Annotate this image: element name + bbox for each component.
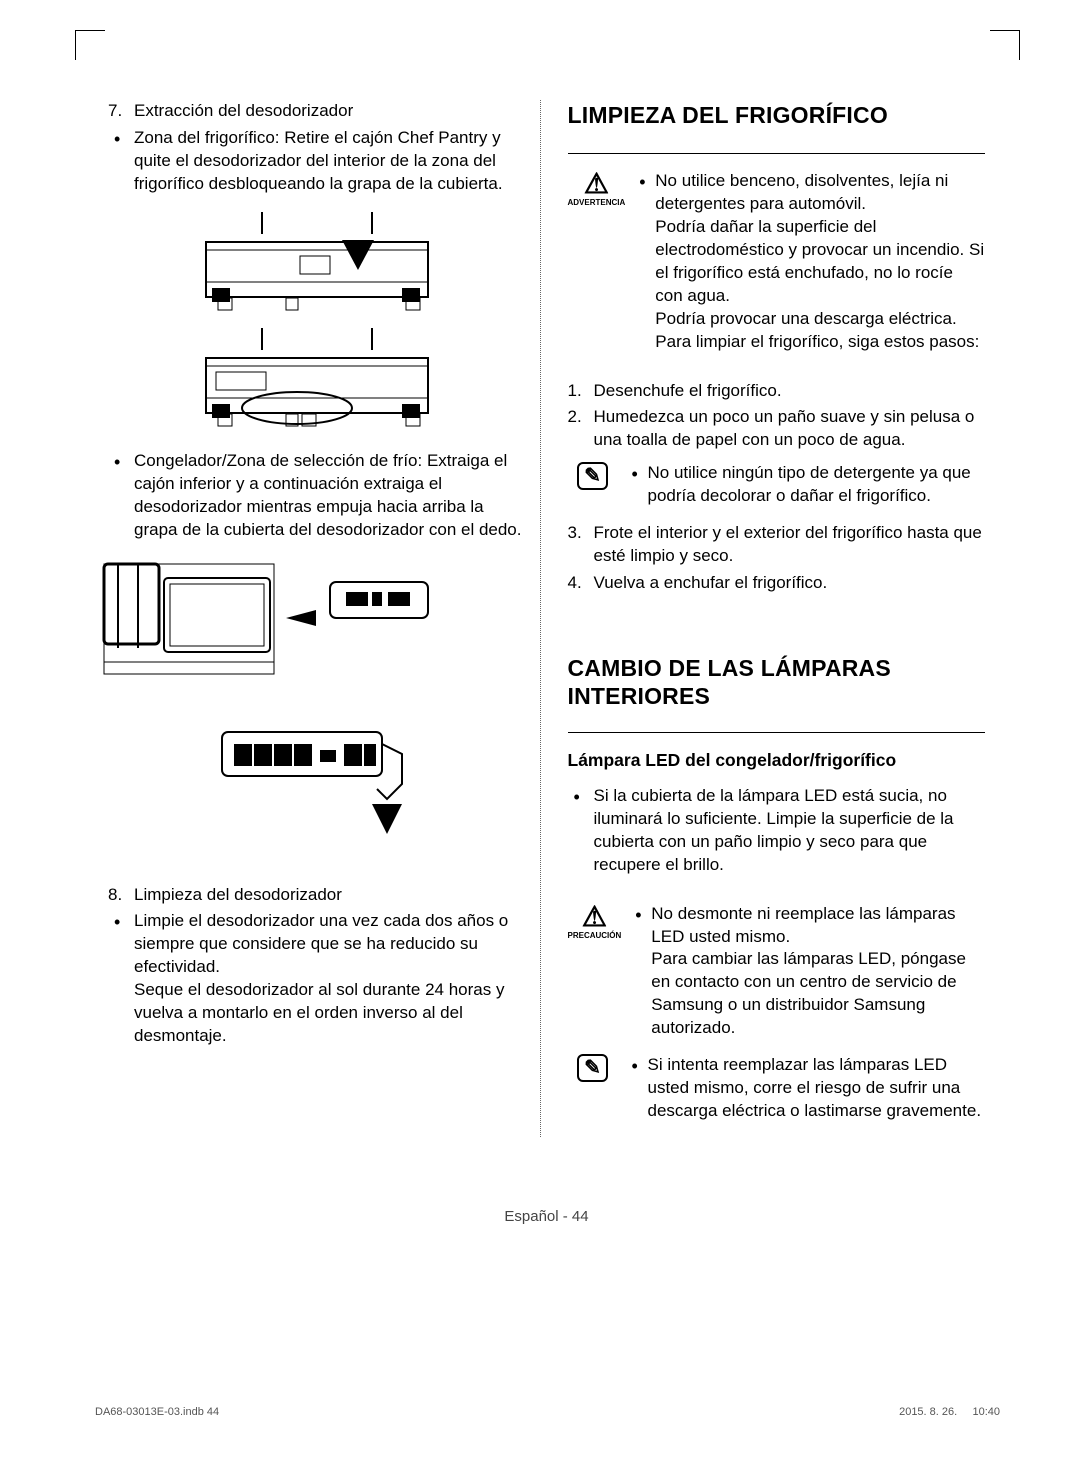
step8: 8. Limpieza del desodorizador <box>108 884 526 907</box>
lamps-title: CAMBIO DE LAS LÁMPARAS INTERIORES <box>568 655 986 716</box>
step7-bullet2: Congelador/Zona de selección de frío: Ex… <box>108 450 526 542</box>
lamps-subtitle: Lámpara LED del congelador/frigorífico <box>568 749 986 773</box>
info-note-2-text: Si intenta reemplazar las lámparas LED u… <box>628 1054 986 1123</box>
print-file: DA68-03013E-03.indb 44 <box>95 1405 219 1420</box>
step7-bullets-2: Congelador/Zona de selección de frío: Ex… <box>108 450 526 542</box>
warning-icon: ⚠ ADVERTENCIA <box>568 170 626 358</box>
info-note-1: ✎ No utilice ningún tipo de detergente y… <box>568 462 986 512</box>
warning-note: ⚠ ADVERTENCIA No utilice benceno, disolv… <box>568 170 986 358</box>
cleaning-steps-2: 3.Frote el interior y el exterior del fr… <box>568 522 986 595</box>
step8-title: Limpieza del desodorizador <box>134 885 342 904</box>
right-column: LIMPIEZA DEL FRIGORÍFICO ⚠ ADVERTENCIA N… <box>554 100 986 1137</box>
lamps-bullets: Si la cubierta de la lámpara LED está su… <box>568 785 986 877</box>
clean-step-3: Frote el interior y el exterior del frig… <box>594 523 982 565</box>
clean-step-4: Vuelva a enchufar el frigorífico. <box>594 573 828 592</box>
column-divider <box>540 100 541 1137</box>
left-column: 7. Extracción del desodorizador Zona del… <box>108 100 544 1137</box>
clean-step-1: Desenchufe el frigorífico. <box>594 381 782 400</box>
info-note-1-text: No utilice ningún tipo de detergente ya … <box>628 462 986 508</box>
caution-icon: ⚠ PRECAUCIÓN <box>568 903 622 1045</box>
cleaning-title: LIMPIEZA DEL FRIGORÍFICO <box>568 100 986 137</box>
warning-text: No utilice benceno, disolventes, lejía n… <box>635 170 985 354</box>
diagram-freezer-zone <box>100 558 440 688</box>
page-columns: 7. Extracción del desodorizador Zona del… <box>108 100 985 1137</box>
diagram-fridge-zone-bottom <box>202 328 432 428</box>
diagram-fridge-zone-top <box>202 212 432 312</box>
info-icon: ✎ <box>568 1054 618 1127</box>
step8-bullets: Limpie el desodorizador una vez cada dos… <box>108 910 526 1048</box>
lamps-bullet-1: Si la cubierta de la lámpara LED está su… <box>568 785 986 877</box>
cleaning-steps: 1.Desenchufe el frigorífico. 2.Humedezca… <box>568 380 986 453</box>
print-date: 2015. 8. 26. <box>899 1406 957 1418</box>
page-footer: Español - 44 <box>108 1207 985 1227</box>
crop-mark <box>75 30 105 60</box>
step8-number: 8. <box>108 884 122 907</box>
print-footer: DA68-03013E-03.indb 44 2015. 8. 26. 10:4… <box>95 1405 1000 1420</box>
caution-note: ⚠ PRECAUCIÓN No desmonte ni reemplace la… <box>568 903 986 1045</box>
step7-bullets: Zona del frigorífico: Retire el cajón Ch… <box>108 127 526 196</box>
step7-title: Extracción del desodorizador <box>134 101 353 120</box>
diagram-zoom-panel <box>192 704 442 854</box>
crop-mark <box>990 30 1020 60</box>
step8-bullet1: Limpie el desodorizador una vez cada dos… <box>108 910 526 1048</box>
info-icon: ✎ <box>568 462 618 512</box>
step7: 7. Extracción del desodorizador <box>108 100 526 123</box>
caution-text: No desmonte ni reemplace las lámparas LE… <box>631 903 985 1041</box>
info-note-2: ✎ Si intenta reemplazar las lámparas LED… <box>568 1054 986 1127</box>
clean-step-2: Humedezca un poco un paño suave y sin pe… <box>594 407 975 449</box>
print-time: 10:40 <box>972 1406 1000 1418</box>
step7-bullet1: Zona del frigorífico: Retire el cajón Ch… <box>108 127 526 196</box>
step7-number: 7. <box>108 100 122 123</box>
